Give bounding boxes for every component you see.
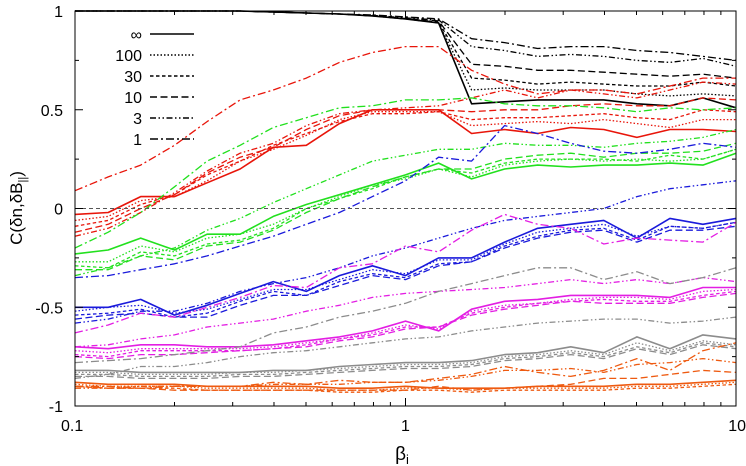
series-layer [74, 10, 737, 393]
series-line-gray-dash [75, 344, 737, 380]
y-tick-label: -1 [49, 399, 63, 416]
series-line-black-solid [75, 10, 737, 109]
x-tick-label: 1 [401, 418, 410, 435]
series-line-red-dash-dot-dot [74, 81, 737, 237]
legend-label: 10 [124, 90, 142, 107]
series-line-green-dash-dot-dot [74, 128, 737, 277]
series-line-magenta-dash-dot [74, 213, 737, 334]
y-axis-label-tail: ) [7, 171, 26, 177]
legend-label: 1 [133, 132, 142, 149]
series-line-green-dash [75, 142, 737, 271]
series-line-orange-dash [74, 369, 737, 391]
series-line-green-solid [74, 152, 737, 255]
y-axis-label-main: C(δn,δB [7, 183, 26, 245]
series-line-red-dash-dot [74, 45, 736, 192]
x-tick-label: 10 [728, 418, 746, 435]
series-line-orange-short-dash [74, 383, 737, 393]
series-line-gray-dash-dot [74, 267, 737, 364]
x-axis-label-base: β [395, 444, 406, 465]
series-line-black-dash [75, 10, 737, 79]
series-line-red-dash [74, 97, 737, 233]
series-line-green-dotted [75, 148, 737, 263]
series-line-orange-dash-dot [75, 342, 737, 389]
y-tick-label: -0.5 [35, 300, 63, 317]
series-line-blue-dotted [74, 221, 737, 314]
series-line-red-solid [74, 109, 737, 216]
x-axis-label-subscript: i [406, 452, 409, 466]
series-line-green-dash-dot [74, 97, 737, 249]
series-line-magenta-short-dash [74, 290, 737, 358]
series-line-magenta-solid [74, 286, 736, 350]
series-line-magenta-dash [74, 292, 737, 360]
y-tick-label: 1 [54, 4, 63, 21]
series-line-blue-dash [74, 225, 737, 320]
legend-label: 30 [124, 69, 142, 86]
legend-label: ∞ [131, 27, 142, 44]
series-line-blue-dash-dot [74, 124, 737, 279]
series-line-blue-dash-dot-dot [74, 180, 737, 324]
series-line-gray-short-dash [75, 342, 737, 378]
x-tick-label: 0.1 [61, 418, 83, 435]
y-tick-label: 0 [54, 202, 63, 219]
series-line-red-dotted [74, 111, 736, 222]
series-line-black-dotted [75, 10, 737, 97]
series-line-gray-dotted [75, 340, 737, 376]
series-line-magenta-dotted [74, 288, 737, 354]
series-line-magenta-dash-dot-dot [74, 276, 737, 348]
legend-label: 100 [115, 48, 142, 65]
y-tick-label: 0.5 [41, 103, 63, 120]
series-line-orange-solid [74, 379, 737, 390]
ticks-layer: -1 -0.5 0 0.5 1 0.1 1 10 [35, 4, 746, 435]
legend: ∞ 100 30 10 3 1 [115, 27, 194, 149]
series-line-gray-dash-dot-dot [74, 316, 737, 380]
legend-label: 3 [133, 111, 142, 128]
y-axis-label: C(δn,δB||) [7, 171, 29, 245]
series-line-blue-solid [75, 217, 737, 316]
x-axis-label: βi [395, 444, 409, 466]
y-axis-label-subscript: || [17, 177, 29, 183]
series-line-gray-solid [75, 334, 737, 374]
